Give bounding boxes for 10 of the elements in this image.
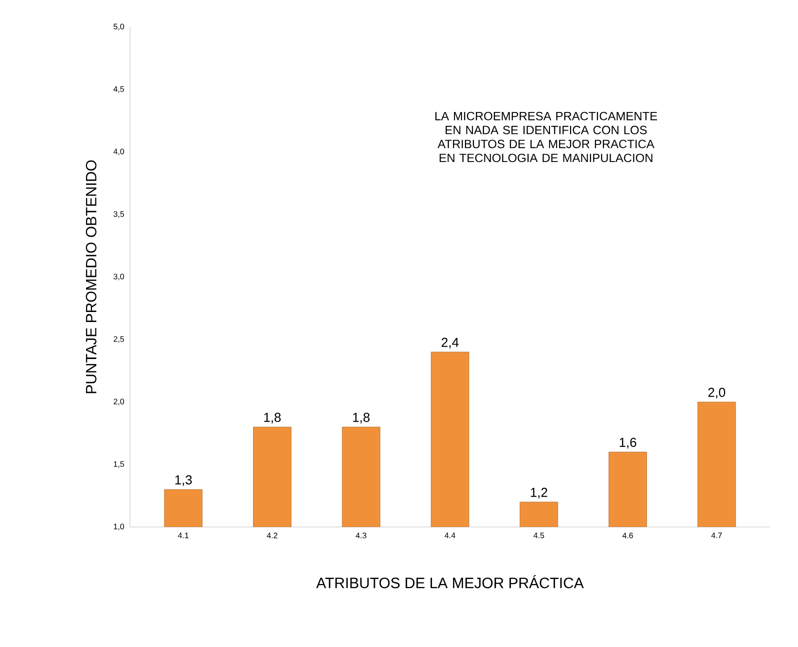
- data-label: 1,3: [175, 475, 192, 486]
- data-label: 1,2: [530, 488, 548, 498]
- data-label: 1,6: [620, 438, 636, 448]
- data-label: 1,8: [264, 412, 281, 424]
- annotation: LA MICROEMPRESA PRACTICAMENTE EN NADA SE IDENTIFICA CON LOS ATRIBUTOS DE LA MEJOR PRACTICA EN TECNOLOGIA DE MANIPULACION: [435, 112, 658, 162]
- data-label: 1,8: [353, 412, 370, 424]
- y-axis-title: PUNTAJE PROMEDIO OBTENIDO: [86, 160, 96, 394]
- x-axis-title: ATRIBUTOS DE LA MEJOR PRÁCTICA: [316, 575, 584, 588]
- data-label: 2,0: [708, 388, 726, 398]
- data-label: 2,4: [442, 338, 459, 348]
